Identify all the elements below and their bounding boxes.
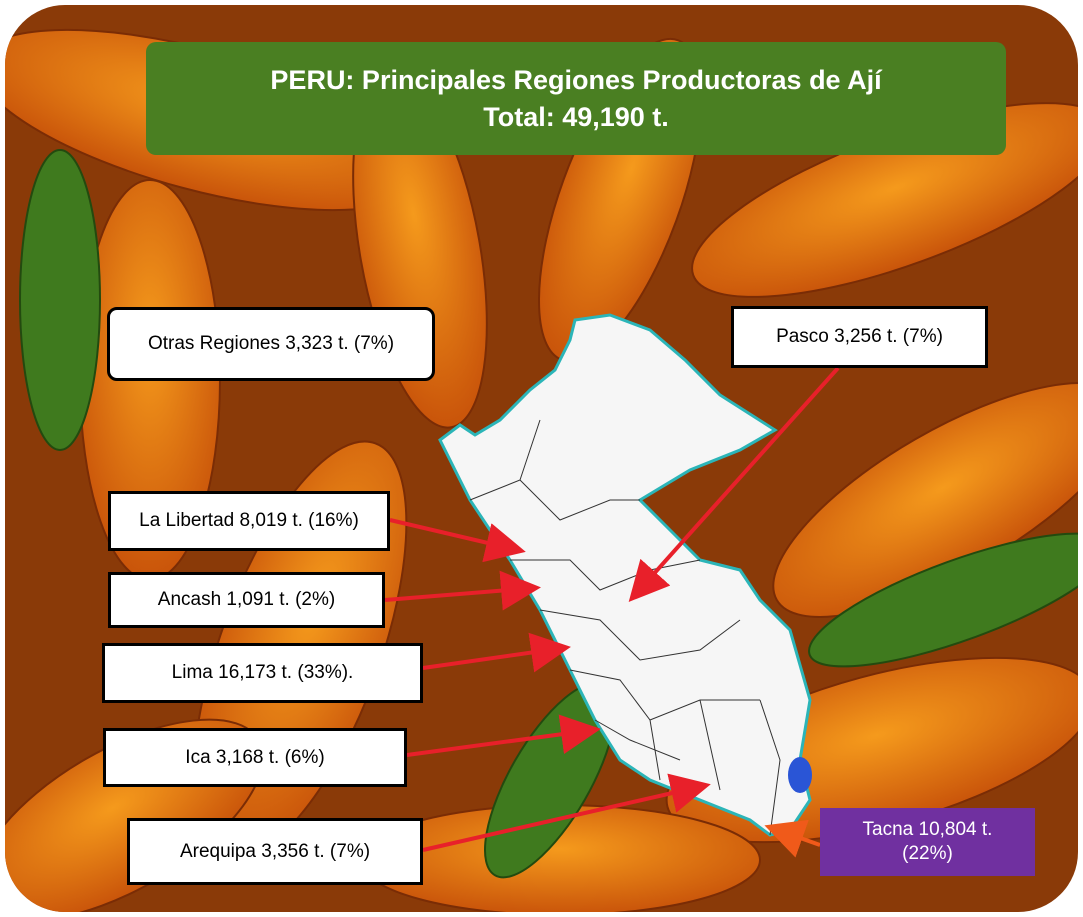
title-banner: PERU: Principales Regiones Productoras d…: [146, 42, 1006, 155]
subtitle: Total: 49,190 t.: [146, 99, 1006, 135]
title: PERU: Principales Regiones Productoras d…: [146, 62, 1006, 98]
region-label: Pasco 3,256 t. (7%): [731, 306, 988, 368]
region-label: Ica 3,168 t. (6%): [103, 728, 407, 787]
region-label: Otras Regiones 3,323 t. (7%): [107, 307, 435, 381]
infographic: PERU: Principales Regiones Productoras d…: [0, 0, 1083, 917]
region-label: La Libertad 8,019 t. (16%): [108, 491, 390, 551]
region-label: Tacna 10,804 t. (22%): [820, 808, 1035, 876]
region-label: Ancash 1,091 t. (2%): [108, 572, 385, 628]
region-label: Arequipa 3,356 t. (7%): [127, 818, 423, 885]
region-label: Lima 16,173 t. (33%).: [102, 643, 423, 703]
